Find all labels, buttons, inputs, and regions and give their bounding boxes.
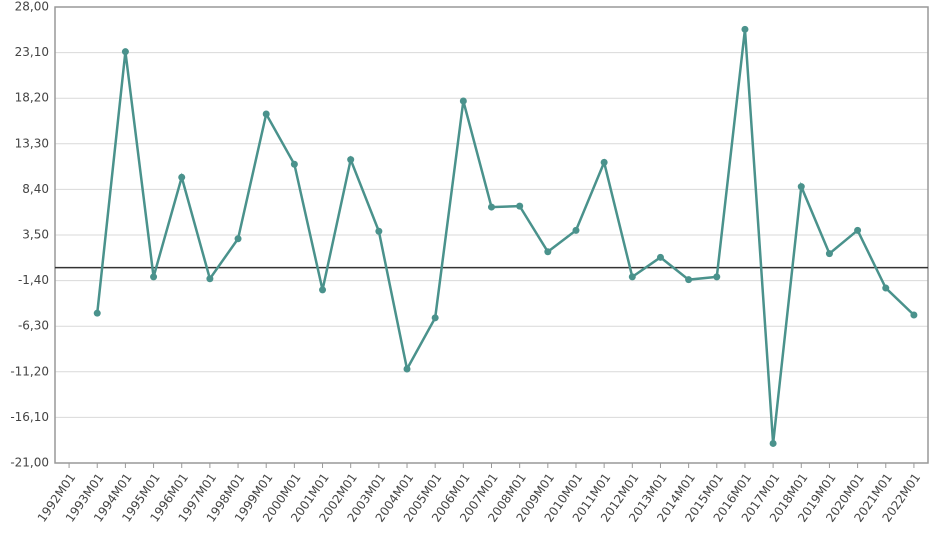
point — [882, 284, 890, 292]
series-line — [95, 29, 915, 444]
point — [319, 286, 327, 294]
y-tick-label: 3,50 — [22, 228, 49, 242]
y-tick-label: 13,30 — [15, 136, 49, 150]
point — [769, 439, 777, 447]
point — [910, 311, 918, 319]
point — [685, 276, 693, 284]
point — [797, 183, 805, 191]
y-tick-label: 28,00 — [15, 0, 49, 14]
point — [488, 203, 495, 211]
y-tick-label: 8,40 — [22, 182, 49, 196]
point — [713, 273, 721, 281]
y-tick-label: 23,10 — [15, 45, 49, 59]
point — [825, 250, 833, 258]
y-tick-label: -11,20 — [10, 364, 49, 378]
point — [234, 235, 242, 243]
point — [516, 202, 524, 210]
point — [93, 309, 101, 317]
point — [178, 173, 186, 181]
point — [600, 158, 608, 166]
point — [741, 25, 749, 33]
point — [150, 273, 158, 281]
y-tick-label: -21,00 — [10, 456, 49, 470]
point — [854, 226, 862, 234]
point — [375, 227, 383, 235]
point — [656, 253, 664, 261]
point — [628, 273, 636, 281]
point — [206, 275, 214, 283]
y-tick-label: -16,10 — [10, 410, 49, 424]
y-tick-label: -6,30 — [18, 319, 49, 333]
y-tick-label: -1,40 — [18, 273, 49, 287]
point — [262, 110, 270, 118]
point — [121, 48, 129, 56]
point — [431, 314, 439, 322]
point — [544, 248, 552, 256]
point — [403, 365, 411, 373]
y-tick-label: 18,20 — [15, 91, 49, 105]
point — [347, 156, 355, 164]
point — [290, 160, 298, 168]
point — [572, 226, 580, 234]
point — [459, 97, 467, 105]
